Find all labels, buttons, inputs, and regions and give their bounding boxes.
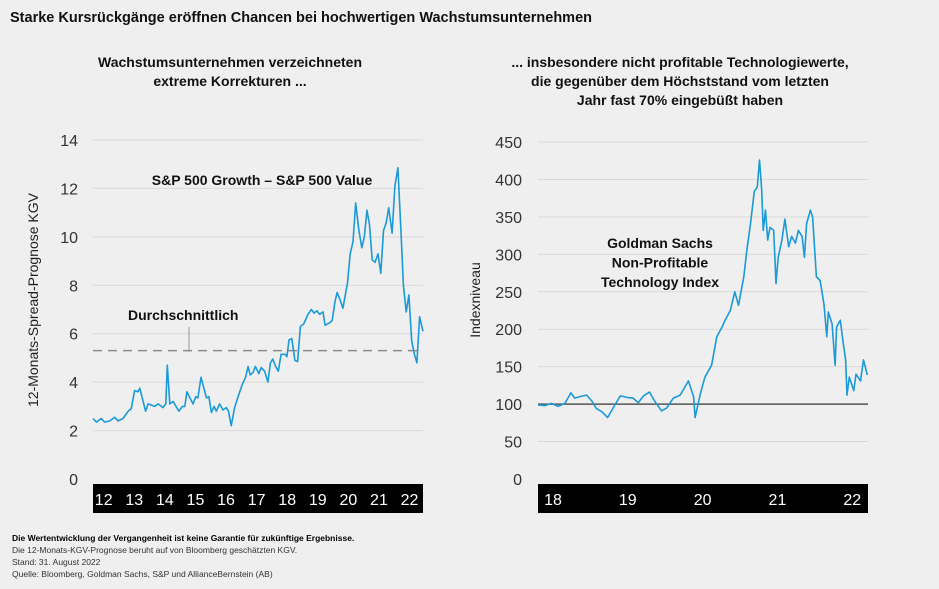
y-tick-label: 200 — [495, 322, 522, 339]
x-tick-label: 17 — [248, 492, 266, 509]
y-tick-label: 400 — [495, 172, 522, 189]
x-tick-label: 12 — [95, 492, 113, 509]
series-label-line: Non-Profitable — [612, 255, 709, 271]
subtitle-line: ... insbesondere nicht profitable Techno… — [511, 54, 849, 70]
series-label-line: Technology Index — [601, 274, 719, 290]
footer-disclaimer: Die Wertentwicklung der Vergangenheit is… — [12, 533, 355, 543]
y-tick-label: 8 — [69, 278, 78, 295]
y-tick-label: 14 — [60, 133, 78, 150]
x-tick-label: 22 — [843, 492, 861, 509]
x-tick-label: 20 — [339, 492, 357, 509]
x-tick-label: 22 — [401, 492, 419, 509]
right-chart-subtitle: ... insbesondere nicht profitable Techno… — [470, 53, 890, 110]
x-tick-label: 21 — [370, 492, 388, 509]
y-tick-label: 12 — [60, 181, 78, 198]
x-tick-label: 19 — [619, 492, 637, 509]
x-tick-label: 16 — [217, 492, 235, 509]
y-tick-label: 50 — [504, 435, 522, 452]
series-label: S&P 500 Growth – S&P 500 Value — [152, 172, 373, 188]
y-tick-label: 4 — [69, 375, 78, 392]
series-label-line: Goldman Sachs — [607, 235, 713, 251]
subtitle-line: die gegenüber dem Höchststand vom letzte… — [531, 73, 829, 89]
subtitle-line: Jahr fast 70% eingebüßt haben — [576, 92, 784, 108]
y-axis-title: 12-Monats-Spread-Prognose KGV — [25, 192, 41, 407]
x-tick-label: 14 — [156, 492, 174, 509]
x-axis-band — [93, 484, 423, 513]
y-tick-label: 450 — [495, 135, 522, 152]
average-label: Durchschnittlich — [128, 307, 238, 323]
x-tick-label: 21 — [769, 492, 787, 509]
main-title: Starke Kursrückgänge eröffnen Chancen be… — [10, 10, 592, 26]
y-tick-label: 2 — [69, 424, 78, 441]
y-tick-label: 150 — [495, 360, 522, 377]
x-tick-label: 18 — [544, 492, 562, 509]
subtitle-line: extreme Korrekturen ... — [153, 73, 307, 89]
y-axis-title: Indexniveau — [467, 262, 483, 338]
y-tick-label: 10 — [60, 230, 78, 247]
x-tick-label: 20 — [694, 492, 712, 509]
y-tick-label: 250 — [495, 285, 522, 302]
x-tick-label: 19 — [309, 492, 327, 509]
x-tick-label: 18 — [278, 492, 296, 509]
series-line — [537, 159, 869, 419]
subtitle-line: Wachstumsunternehmen verzeichneten — [98, 54, 362, 70]
y-tick-label: 300 — [495, 247, 522, 264]
footer-note: Die 12-Monats-KGV-Prognose beruht auf vo… — [12, 545, 298, 555]
x-tick-label: 13 — [125, 492, 143, 509]
y-tick-label: 0 — [513, 472, 522, 489]
x-axis-band — [538, 484, 868, 513]
y-tick-label: 350 — [495, 210, 522, 227]
y-tick-label: 0 — [69, 472, 78, 489]
footer-source: Quelle: Bloomberg, Goldman Sachs, S&P un… — [12, 569, 273, 579]
series-line — [92, 167, 424, 427]
footer-date: Stand: 31. August 2022 — [12, 557, 101, 567]
left-chart-subtitle: Wachstumsunternehmen verzeichneten extre… — [60, 53, 400, 91]
y-tick-label: 100 — [495, 397, 522, 414]
x-tick-label: 15 — [187, 492, 205, 509]
y-tick-label: 6 — [69, 327, 78, 344]
